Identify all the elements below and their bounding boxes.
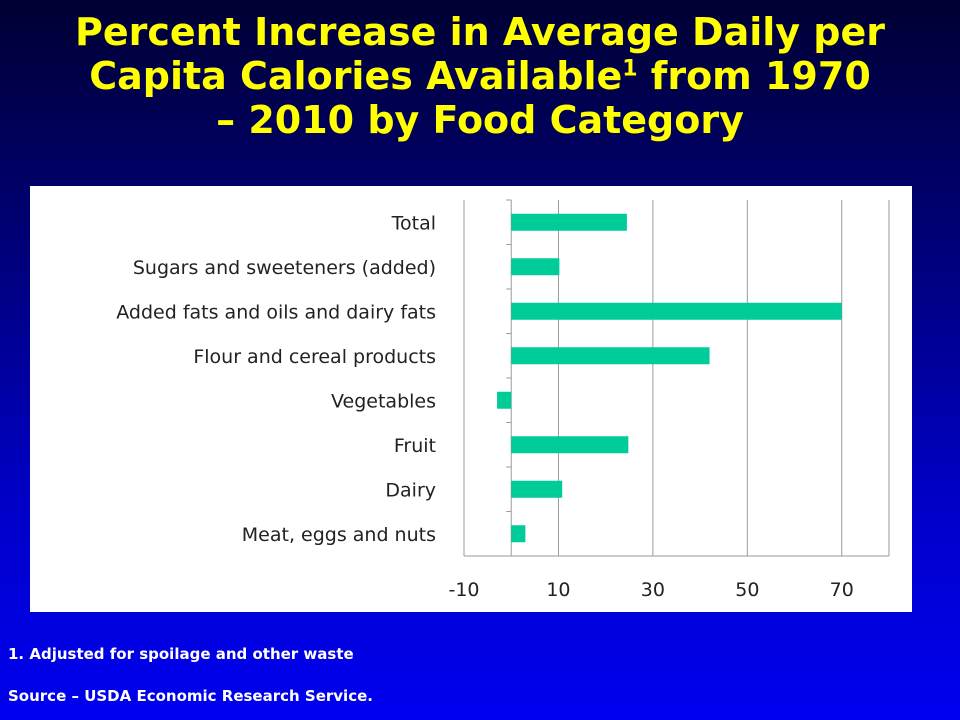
title-line-2-tail: from 1970 <box>637 54 871 98</box>
footnote: 1. Adjusted for spoilage and other waste <box>8 645 354 663</box>
category-label-2: Added fats and oils and dairy fats <box>116 301 436 323</box>
bar-2 <box>511 302 842 320</box>
slide-title: Percent Increase in Average Daily per Ca… <box>0 10 960 142</box>
chart-panel: Total Sugars and sweeteners (added) Added … <box>30 186 912 612</box>
source-note: Source – USDA Economic Research Service. <box>8 687 373 705</box>
category-label-7: Meat, eggs and nuts <box>242 524 436 546</box>
bar-3 <box>511 347 710 365</box>
bar-5 <box>511 436 629 454</box>
bar-1 <box>511 258 560 276</box>
category-label-0: Total <box>391 212 436 234</box>
bar-4 <box>497 391 512 409</box>
bar-6 <box>511 480 563 498</box>
bar-0 <box>511 213 627 231</box>
x-tick-label-2: 30 <box>641 579 665 601</box>
title-line-2-text: Capita Calories Available <box>89 54 623 98</box>
bar-7 <box>511 525 526 543</box>
category-label-1: Sugars and sweeteners (added) <box>133 257 436 279</box>
category-label-3: Flour and cereal products <box>193 346 436 368</box>
title-line-2: Capita Calories Available1 from 1970 <box>0 54 960 98</box>
x-tick-label-4: 70 <box>830 579 854 601</box>
x-tick-label-0: -10 <box>448 579 479 601</box>
bar-chart: Total Sugars and sweeteners (added) Added … <box>116 199 890 601</box>
category-label-4: Vegetables <box>331 390 436 412</box>
title-line-3: – 2010 by Food Category <box>216 98 744 142</box>
category-label-6: Dairy <box>385 479 436 501</box>
x-tick-label-1: 10 <box>546 579 570 601</box>
title-line-1: Percent Increase in Average Daily per <box>74 10 886 54</box>
x-tick-label-3: 50 <box>735 579 759 601</box>
title-superscript: 1 <box>622 56 638 82</box>
category-label-5: Fruit <box>394 435 436 457</box>
